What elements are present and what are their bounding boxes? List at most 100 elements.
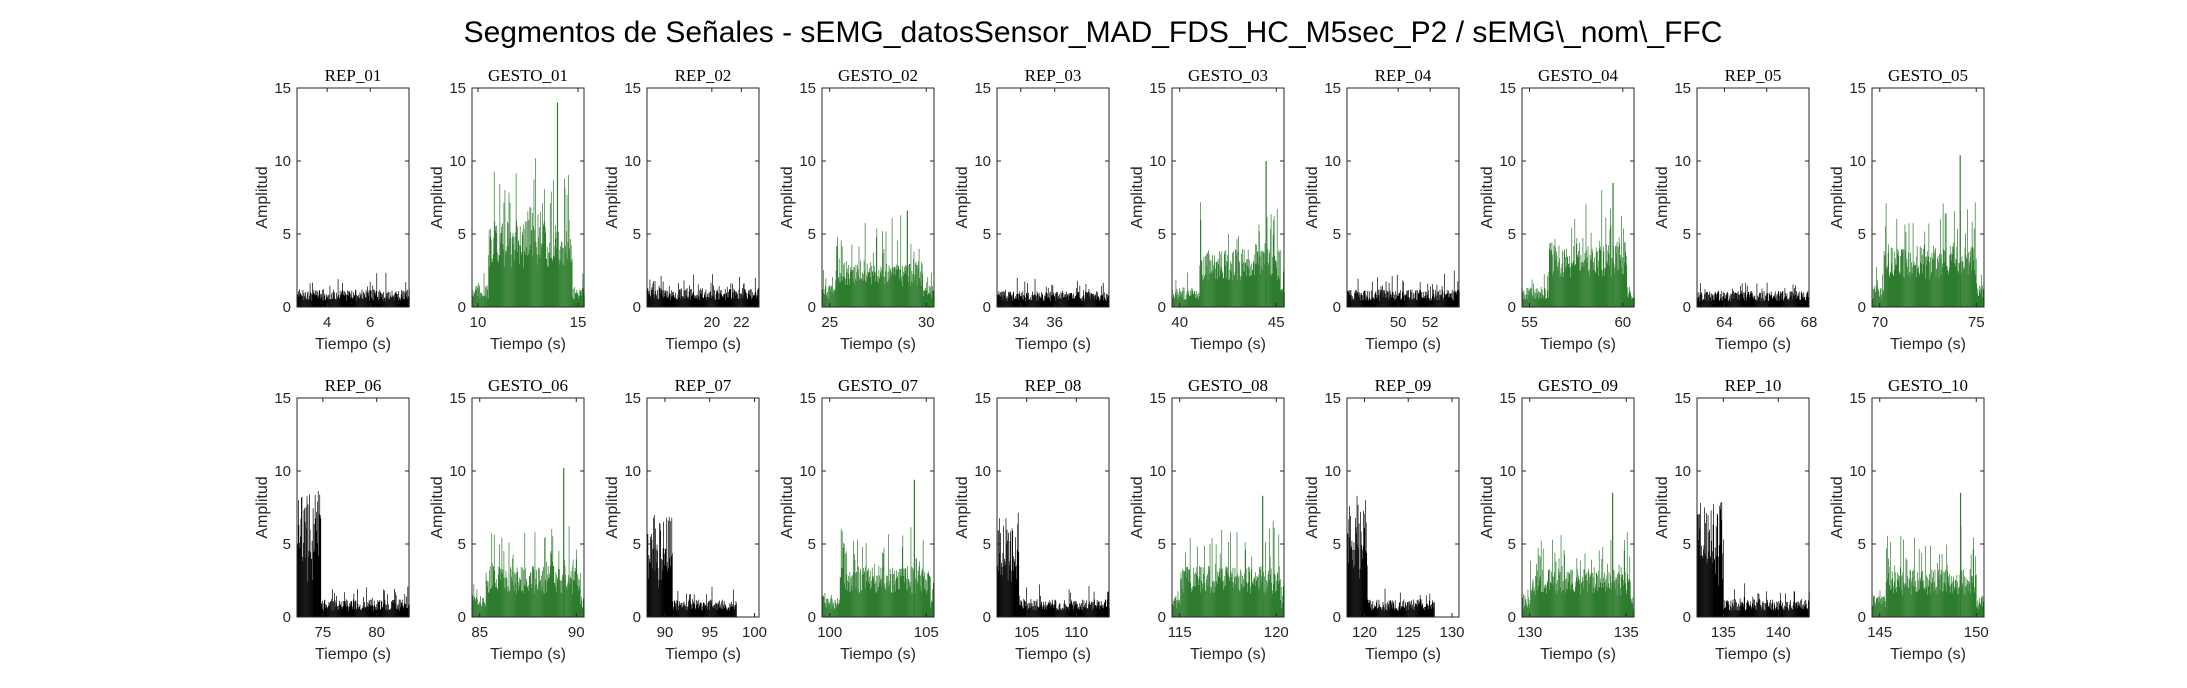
y-tick-label: 15 — [274, 390, 291, 407]
signal-bar — [511, 267, 512, 307]
signal-bar — [1420, 599, 1422, 617]
signal-bar — [1573, 265, 1575, 307]
signal-bar — [1926, 265, 1928, 307]
signal-bar — [1446, 289, 1448, 307]
signal-bar — [1215, 261, 1217, 307]
signal-bar — [319, 515, 321, 617]
signal-bar — [1383, 604, 1384, 617]
signal-bar — [528, 254, 529, 307]
signal-bar — [365, 297, 366, 307]
signal-bar — [704, 292, 706, 307]
signal-bar — [912, 274, 914, 307]
signal-bar — [1178, 297, 1179, 307]
signal-bar — [728, 297, 730, 307]
y-axis-label: Amplitud — [954, 166, 971, 228]
signal-bar — [1260, 566, 1262, 617]
signal-bar — [1200, 220, 1202, 307]
signal-bar — [710, 599, 711, 617]
signal-bar — [1104, 603, 1106, 617]
signal-bar — [1576, 238, 1578, 307]
signal-bar — [1001, 562, 1002, 617]
signal-bar — [385, 604, 387, 617]
signal-bar — [474, 597, 475, 617]
signal-bar — [1282, 586, 1284, 617]
signal-bars — [997, 512, 1110, 617]
signal-bar — [1548, 272, 1550, 307]
signal-bar — [1020, 600, 1022, 617]
signal-bar — [567, 242, 569, 307]
signal-bar — [1605, 217, 1607, 307]
signal-bar — [709, 600, 711, 617]
signal-bar — [1603, 251, 1605, 307]
signal-bar — [1528, 295, 1530, 307]
signal-bar — [1231, 573, 1233, 617]
signal-bar — [532, 567, 534, 617]
signal-bar — [508, 245, 509, 307]
signal-bar — [1758, 297, 1759, 307]
signal-bar — [1247, 265, 1249, 307]
signal-bar — [893, 574, 894, 617]
signal-bar — [561, 242, 563, 307]
signal-bar — [656, 544, 658, 617]
signal-bar — [1217, 261, 1219, 307]
signal-bar — [581, 290, 583, 307]
signal-bar — [1542, 569, 1544, 617]
signal-bar — [1556, 583, 1557, 617]
signal-bar — [1716, 293, 1718, 307]
signal-bar — [1697, 298, 1699, 307]
signal-bar — [1039, 296, 1041, 307]
signal-bar — [1410, 606, 1412, 617]
signal-bar — [1451, 289, 1453, 307]
signal-bar — [672, 609, 674, 617]
signal-bar — [1761, 610, 1762, 617]
signal-bar — [1718, 556, 1720, 617]
signal-bar — [1225, 566, 1227, 617]
signal-bar — [1558, 558, 1560, 617]
signal-bar — [528, 590, 529, 617]
signal-bar — [867, 271, 869, 307]
signal-bar — [500, 242, 502, 307]
signal-bar — [1631, 602, 1633, 617]
signal-bar — [1027, 283, 1028, 307]
signal-bar — [686, 593, 687, 617]
signal-bar — [862, 274, 864, 307]
signal-bar — [319, 298, 321, 307]
signal-bar — [1876, 598, 1878, 617]
signal-bar — [1418, 293, 1419, 307]
signal-bar — [503, 578, 504, 617]
signal-bar — [694, 295, 696, 307]
signal-bar — [848, 591, 850, 617]
signal-bar — [400, 294, 402, 307]
signal-bar — [306, 299, 308, 307]
signal-bar — [1742, 602, 1744, 617]
signal-bar — [1224, 251, 1226, 307]
signal-bar — [1075, 296, 1077, 307]
signal-bar — [1282, 595, 1284, 617]
signal-bar — [1952, 242, 1954, 307]
signal-bar — [1898, 274, 1900, 307]
x-tick-label: 25 — [821, 314, 838, 331]
signal-bar — [1553, 271, 1554, 307]
signal-bar — [1271, 582, 1272, 617]
signal-bar — [1772, 599, 1774, 617]
signal-bar — [1720, 519, 1722, 617]
x-tick-label: 90 — [568, 624, 585, 641]
signal-bar — [337, 279, 339, 307]
signal-bar — [353, 292, 354, 307]
signal-bar — [1196, 546, 1198, 617]
signal-bar — [1097, 292, 1098, 307]
signal-bar — [492, 262, 494, 307]
signal-bar — [707, 603, 709, 617]
signal-bar — [1090, 298, 1091, 307]
signal-bar — [308, 550, 310, 617]
signal-bar — [299, 542, 300, 617]
signal-bar — [1886, 578, 1888, 617]
signal-bar — [1802, 608, 1804, 617]
signal-bar — [399, 610, 401, 617]
signal-bar — [1011, 296, 1012, 307]
signal-bar — [1736, 293, 1738, 307]
signal-bar — [1088, 586, 1090, 617]
signal-bar — [856, 280, 857, 307]
signal-bar — [1432, 600, 1433, 617]
signal-bar — [1423, 298, 1425, 307]
